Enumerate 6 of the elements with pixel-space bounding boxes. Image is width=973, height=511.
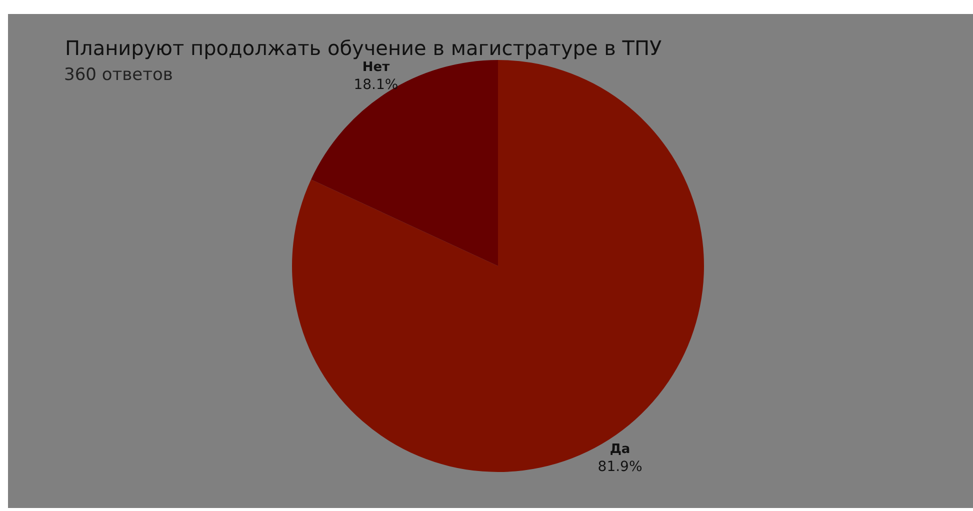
data-label: 81.9% bbox=[598, 458, 642, 475]
data-label: 18.1% bbox=[354, 77, 398, 94]
slice-label: Нет bbox=[362, 60, 390, 76]
slice-label: Да bbox=[610, 442, 630, 457]
text: 360 ответов bbox=[64, 65, 173, 85]
chart-title: Планируют продолжать обучение в магистратуре в ТПУ bbox=[65, 36, 662, 60]
